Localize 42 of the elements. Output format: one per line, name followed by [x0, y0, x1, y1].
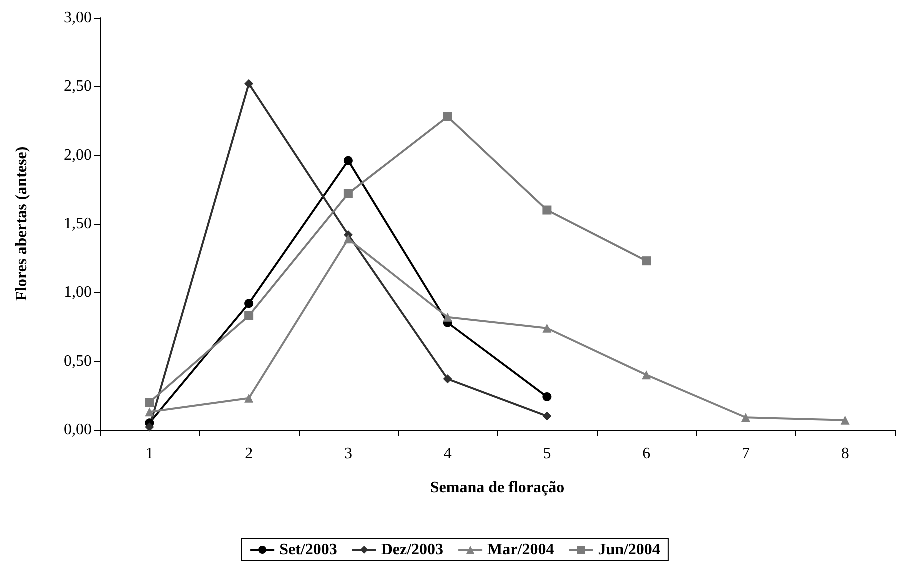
point — [344, 234, 353, 244]
point — [145, 422, 154, 432]
point — [344, 189, 353, 198]
x-tick-label: 1 — [146, 446, 154, 462]
point — [741, 413, 750, 422]
y-tick-label: 3,00 — [64, 10, 92, 26]
x-tick-label: 6 — [642, 446, 651, 462]
point — [145, 408, 154, 417]
point — [344, 156, 353, 166]
y-tick-label: 1,00 — [64, 284, 92, 302]
x-tick-label: 4 — [444, 446, 452, 462]
point — [542, 206, 552, 215]
legend-label: Dez/2003 — [381, 542, 444, 558]
point — [642, 256, 652, 266]
x-tick-label: 7 — [742, 446, 750, 462]
point — [145, 398, 154, 408]
y-tick-label: 2,50 — [64, 78, 92, 96]
point — [840, 416, 850, 425]
point — [443, 374, 452, 384]
legend-label: Set/2003 — [280, 542, 338, 558]
point — [542, 324, 552, 333]
point — [542, 392, 552, 402]
y-tick-label: 0,00 — [64, 422, 92, 438]
point — [244, 394, 254, 403]
y-tick-label: 1,50 — [64, 216, 92, 232]
point — [244, 312, 254, 321]
x-axis-title: Semana de floração — [430, 480, 565, 496]
x-tick-label: 2 — [245, 446, 254, 462]
legend-label: Mar/2004 — [488, 542, 554, 558]
point — [443, 112, 452, 122]
point — [443, 312, 452, 322]
legend-label: Jun/2004 — [598, 542, 660, 558]
x-tick-label: 3 — [344, 446, 352, 462]
y-tick-label: 0,50 — [64, 352, 92, 370]
x-tick-label: 8 — [841, 446, 850, 462]
x-tick-label: 5 — [543, 446, 552, 462]
point — [244, 299, 254, 308]
point — [542, 412, 552, 421]
y-tick-label: 2,00 — [64, 146, 92, 164]
point — [244, 79, 254, 88]
y-axis-title: Flores abertas (antese) — [14, 146, 30, 302]
point — [642, 370, 652, 380]
